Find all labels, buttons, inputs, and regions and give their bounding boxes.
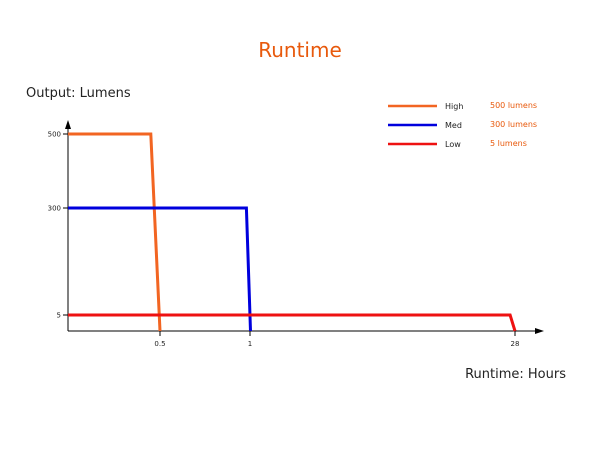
y-tick-label: 300 <box>48 205 61 213</box>
series-line-med <box>68 206 252 332</box>
legend-label: High <box>445 102 463 111</box>
legend-label: Med <box>445 121 462 130</box>
legend-value: 300 lumens <box>490 120 537 129</box>
series-line-low <box>68 313 517 332</box>
x-tick-label: 28 <box>511 340 520 348</box>
legend-value: 500 lumens <box>490 101 537 110</box>
legend-label: Low <box>445 140 461 149</box>
x-tick-label: 1 <box>248 340 252 348</box>
y-tick-label: 5 <box>57 312 61 320</box>
series-lines <box>68 132 517 332</box>
series-line-high <box>68 132 162 332</box>
y-axis-arrow <box>65 120 71 129</box>
chart-title: Runtime <box>258 38 342 62</box>
x-axis-arrow <box>535 328 544 334</box>
y-tick-label: 500 <box>48 131 61 139</box>
legend-value: 5 lumens <box>490 139 527 148</box>
axis-ticks: 500 300 5 0.5 1 28 <box>48 131 520 349</box>
legend: High 500 lumens Med 300 lumens Low 5 lumens <box>388 101 537 149</box>
x-tick-label: 0.5 <box>154 340 165 348</box>
x-axis-label: Runtime: Hours <box>465 367 566 382</box>
y-axis-label: Output: Lumens <box>26 86 131 101</box>
